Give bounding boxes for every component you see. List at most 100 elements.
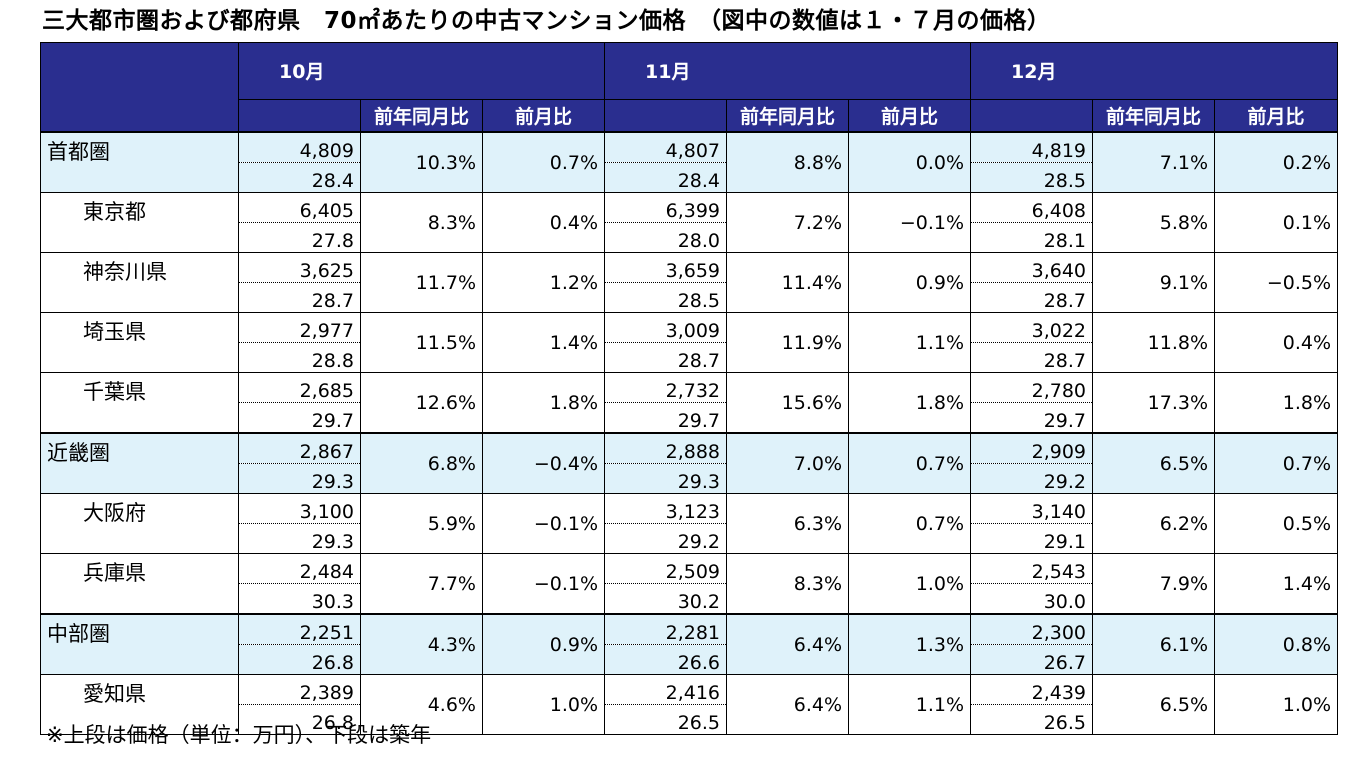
region-name: 近畿圏 (40, 432, 239, 494)
price-cell: 2,909 (970, 432, 1094, 464)
age-cell: 29.7 (970, 402, 1094, 434)
header-corner (40, 42, 239, 133)
age-cell: 29.7 (238, 402, 361, 434)
yoy-cell: 7.7% (360, 553, 483, 615)
price-cell: 2,281 (604, 613, 728, 645)
age-cell: 28.1 (970, 222, 1094, 253)
price-cell: 2,416 (604, 674, 728, 705)
yoy-cell: 8.3% (360, 192, 483, 253)
yoy-cell: 6.2% (1092, 493, 1216, 554)
age-cell: 28.4 (238, 162, 361, 193)
prefecture-name: 千葉県 (40, 372, 239, 434)
age-cell: 29.2 (970, 463, 1094, 494)
price-cell: 3,659 (604, 252, 728, 283)
age-cell: 30.2 (604, 583, 728, 615)
price-cell: 6,399 (604, 192, 728, 223)
yoy-cell: 6.5% (1092, 432, 1216, 494)
header-month-11: 11月 (604, 42, 972, 100)
header-month-12: 12月 (970, 42, 1339, 100)
yoy-cell: 8.8% (726, 131, 850, 193)
mom-cell: −0.1% (481, 493, 606, 554)
mom-cell: 0.4% (1214, 312, 1339, 373)
footnote: ※上段は価格（単位：万円）、下段は築年 (46, 723, 432, 747)
age-cell: 28.0 (604, 222, 728, 253)
yoy-cell: 11.5% (360, 312, 483, 373)
price-cell: 4,809 (238, 131, 361, 163)
age-cell: 26.6 (604, 644, 728, 675)
row-label: 中部圏 (47, 622, 110, 646)
header-mom: 前月比 (481, 99, 606, 133)
header-month-10: 10月 (237, 42, 606, 100)
age-cell: 29.7 (604, 402, 728, 434)
mom-cell: 1.4% (481, 312, 606, 373)
age-cell: 30.0 (970, 583, 1094, 615)
table-row: 愛知県 2,389 4.6% 1.0% 2,416 6.4% 1.1% 2,439 6.5% 1.… (40, 674, 1339, 735)
yoy-cell: 6.4% (726, 613, 850, 675)
age-cell: 29.2 (604, 523, 728, 554)
table-row: 兵庫県 2,484 7.7% −0.1% 2,509 8.3% 1.0% 2,543 7.9% 1… (40, 553, 1339, 615)
row-label: 近畿圏 (47, 441, 110, 465)
price-cell: 6,405 (238, 192, 361, 223)
yoy-cell: 10.3% (360, 131, 483, 193)
prefecture-name: 兵庫県 (40, 553, 239, 615)
price-cell: 3,640 (970, 252, 1094, 283)
age-cell: 26.8 (238, 704, 361, 735)
mom-cell: 1.0% (848, 553, 972, 615)
row-label: 愛知県 (83, 682, 146, 706)
yoy-cell: 5.8% (1092, 192, 1216, 253)
mom-cell: 1.0% (481, 674, 606, 735)
mom-cell: 0.1% (1214, 192, 1339, 253)
mom-cell: 0.5% (1214, 493, 1339, 554)
header-mom: 前月比 (848, 99, 972, 133)
row-label: 埼玉県 (83, 320, 146, 344)
yoy-cell: 6.3% (726, 493, 850, 554)
age-cell: 26.8 (238, 644, 361, 675)
yoy-cell: 6.8% (360, 432, 483, 494)
header-yoy: 前年同月比 (360, 99, 483, 133)
header-price-blank (604, 99, 728, 133)
age-cell: 26.5 (604, 704, 728, 735)
yoy-cell: 6.1% (1092, 613, 1216, 675)
yoy-cell: 11.9% (726, 312, 850, 373)
mom-cell: 1.8% (1214, 372, 1339, 434)
price-cell: 2,389 (238, 674, 361, 705)
mom-cell: 0.7% (848, 493, 972, 554)
age-cell: 28.7 (604, 342, 728, 373)
row-label: 東京都 (83, 200, 146, 224)
price-cell: 4,819 (970, 131, 1094, 163)
price-cell: 2,543 (970, 553, 1094, 584)
yoy-cell: 5.9% (360, 493, 483, 554)
price-cell: 3,140 (970, 493, 1094, 524)
header-yoy: 前年同月比 (726, 99, 850, 133)
price-cell: 3,009 (604, 312, 728, 343)
age-cell: 28.7 (238, 282, 361, 313)
mom-cell: 0.4% (481, 192, 606, 253)
mom-cell: 1.8% (848, 372, 972, 434)
age-cell: 26.7 (970, 644, 1094, 675)
price-cell: 2,300 (970, 613, 1094, 645)
yoy-cell: 7.9% (1092, 553, 1216, 615)
prefecture-name: 大阪府 (40, 493, 239, 554)
mom-cell: 1.8% (481, 372, 606, 434)
age-cell: 28.7 (970, 342, 1094, 373)
prefecture-name: 神奈川県 (40, 252, 239, 313)
row-label: 兵庫県 (83, 561, 146, 585)
price-cell: 2,977 (238, 312, 361, 343)
yoy-cell: 6.5% (1092, 674, 1216, 735)
yoy-cell: 11.4% (726, 252, 850, 313)
header-mom: 前月比 (1214, 99, 1339, 133)
header-price-blank (970, 99, 1094, 133)
table-row: 東京都 6,405 8.3% 0.4% 6,399 7.2% −0.1% 6,408 5.8% 0… (40, 192, 1339, 253)
mom-cell: 1.2% (481, 252, 606, 313)
table-row-sub: 28.4 28.4 28.5 (41, 162, 1338, 193)
age-cell: 28.8 (238, 342, 361, 373)
mom-cell: 1.3% (848, 613, 972, 675)
age-cell: 28.7 (970, 282, 1094, 313)
row-label: 大阪府 (83, 501, 146, 525)
table-row: 中部圏 2,251 4.3% 0.9% 2,281 6.4% 1.3% 2,300 6.1% 0.… (40, 613, 1339, 675)
mom-cell: 0.8% (1214, 613, 1339, 675)
age-cell: 29.3 (238, 523, 361, 554)
mom-cell: −0.4% (481, 432, 606, 494)
price-cell: 2,484 (238, 553, 361, 584)
mom-cell: −0.1% (848, 192, 972, 253)
